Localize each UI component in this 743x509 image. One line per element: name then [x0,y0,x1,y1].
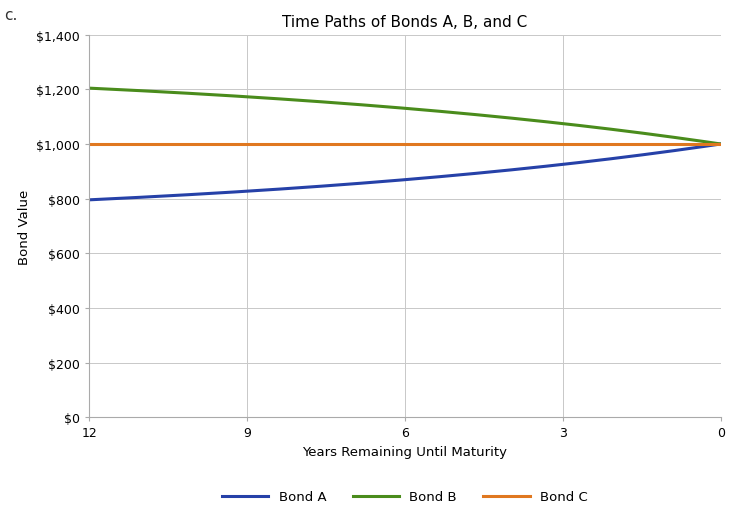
Bond C [97,142,106,148]
Bond A [657,150,666,156]
Bond C [621,142,630,148]
Bond A [458,172,467,178]
Bond A [617,155,626,161]
Title: Time Paths of Bonds A, B, and C: Time Paths of Bonds A, B, and C [282,15,528,31]
Bond C [661,142,670,148]
Bond B [471,112,480,119]
Bond C [465,142,474,148]
Bond A [85,197,94,204]
Bond B [657,133,666,139]
Bond C [85,142,94,148]
Line: Bond A: Bond A [89,145,721,201]
Bond A [716,142,725,148]
Bond B [461,111,470,118]
Bond C [476,142,484,148]
Bond B [85,86,94,92]
Line: Bond B: Bond B [89,89,721,145]
Y-axis label: Bond Value: Bond Value [18,189,30,264]
Bond C [463,142,472,148]
Bond C [716,142,725,148]
Text: c.: c. [4,8,17,22]
Bond B [87,86,96,92]
Bond A [461,172,470,178]
Bond B [716,142,725,148]
Bond B [617,128,626,134]
Bond B [458,111,467,117]
X-axis label: Years Remaining Until Maturity: Years Remaining Until Maturity [302,445,507,458]
Bond A [471,171,480,177]
Bond C [87,142,96,148]
Legend: Bond A, Bond B, Bond C: Bond A, Bond B, Bond C [217,485,593,508]
Bond C [157,142,166,148]
Bond A [87,197,96,204]
